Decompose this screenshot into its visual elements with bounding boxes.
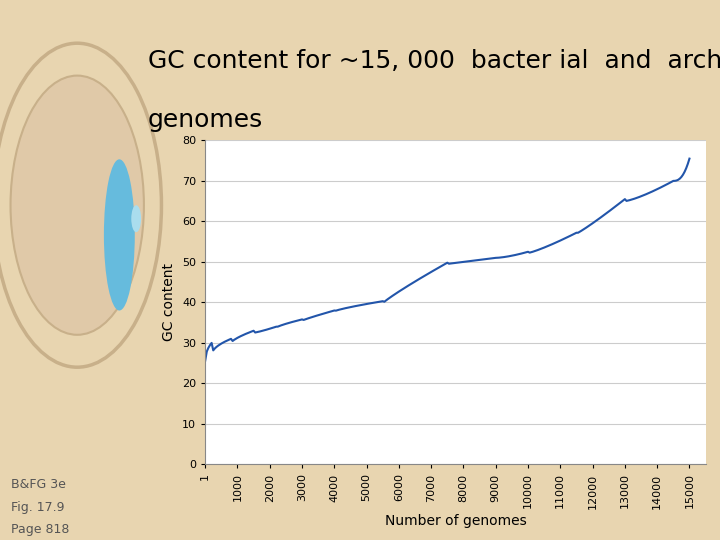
Text: Fig. 17.9: Fig. 17.9	[12, 501, 65, 514]
Y-axis label: GC content: GC content	[163, 264, 176, 341]
X-axis label: Number of genomes: Number of genomes	[384, 514, 526, 528]
Ellipse shape	[131, 205, 141, 232]
Text: GC content for ~15, 000  bacter ial  and  archaeal: GC content for ~15, 000 bacter ial and a…	[148, 49, 720, 72]
Text: Page 818: Page 818	[12, 523, 70, 536]
Text: B&FG 3e: B&FG 3e	[12, 478, 66, 491]
Ellipse shape	[104, 159, 135, 310]
Text: genomes: genomes	[148, 108, 263, 132]
Ellipse shape	[11, 76, 144, 335]
